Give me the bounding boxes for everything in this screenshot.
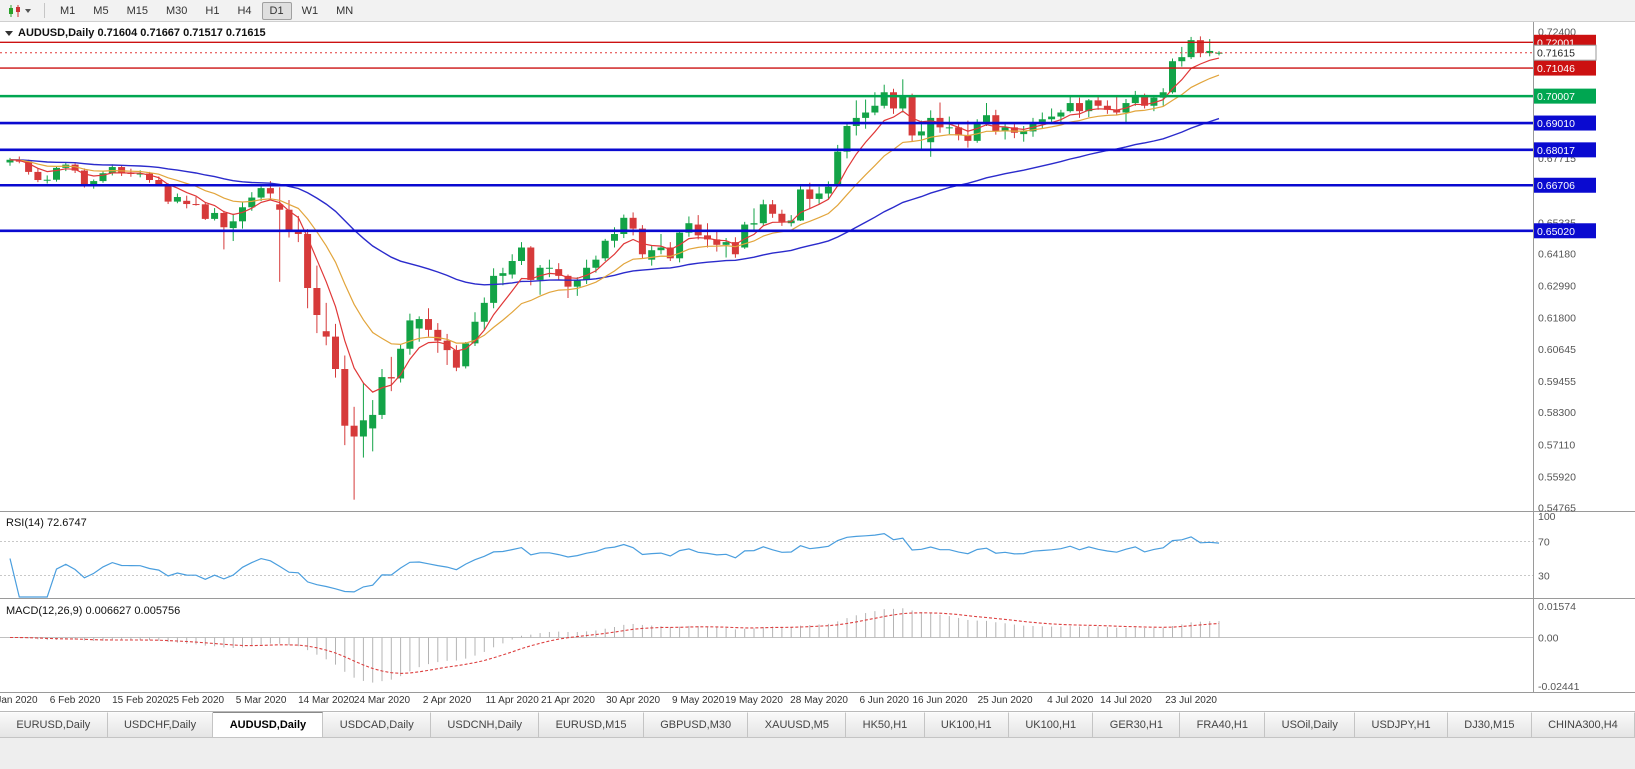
chart-type-selector[interactable]	[4, 3, 34, 19]
timeframe-button-H4[interactable]: H4	[237, 4, 252, 17]
macd-axis-label: -0.02441	[1538, 681, 1580, 693]
date-label: 28 Jan 2020	[0, 695, 38, 706]
chart-title: AUDUSD,Daily 0.71604 0.71667 0.71517 0.7…	[18, 27, 266, 39]
candlestick-series	[6, 36, 1223, 500]
price-axis-label: 0.57110	[1538, 439, 1575, 451]
price-axis-label: 0.54765	[1538, 503, 1576, 515]
rsi-line	[9, 532, 1220, 598]
chart-tab-USOil-Daily[interactable]: USOil,Daily	[1265, 712, 1356, 737]
price-axis-label: 0.64180	[1538, 248, 1576, 260]
timeframe-toolbar: M1 M5 M15 M30 H1 H4 D1 W1 MN	[0, 0, 1635, 22]
ma-mid-line	[9, 74, 1220, 346]
macd-axis-label: 0.01574	[1538, 601, 1576, 613]
price-badge-text: 0.70007	[1537, 91, 1575, 103]
timeframe-buttons: M1 M5 M15 M30 H1 H4 D1 W1 MN	[51, 1, 362, 20]
status-bar	[0, 737, 1635, 769]
rsi-axis-label: 70	[1538, 537, 1550, 549]
macd-label: MACD(12,26,9) 0.006627 0.005756	[6, 605, 180, 617]
date-label: 23 Jul 2020	[1165, 695, 1217, 706]
rsi-label: RSI(14) 72.6747	[6, 517, 87, 529]
chart-tab-AUDUSD-Daily[interactable]: AUDUSD,Daily	[213, 712, 324, 737]
timeframe-button-M15[interactable]: M15	[126, 4, 148, 17]
price-badge-text: 0.65020	[1537, 226, 1575, 238]
ma-slow-line	[10, 117, 1220, 286]
price-badge-text: 0.69010	[1537, 118, 1575, 130]
price-chart[interactable]: 0.724000.689050.677150.653350.641800.629…	[0, 22, 1635, 693]
chart-tab-EURUSD-Daily[interactable]: EURUSD,Daily	[0, 712, 108, 737]
date-label: 15 Feb 2020	[112, 695, 169, 706]
price-badge-0.71615	[1533, 44, 1597, 61]
price-badge-0.71046	[1534, 60, 1596, 76]
timeframe-button-D1[interactable]: D1	[261, 1, 292, 20]
date-label: 25 Feb 2020	[167, 695, 225, 706]
macd-axis-label: 0.00	[1538, 632, 1559, 644]
timeframe-button-M5[interactable]: M5	[93, 4, 109, 17]
price-badge-0.65020	[1534, 223, 1596, 239]
price-badge-text: 0.68017	[1537, 145, 1575, 157]
price-axis-label: 0.59455	[1538, 376, 1576, 388]
timeframe-button-M1[interactable]: M1	[60, 4, 76, 17]
date-label: 2 Apr 2020	[422, 695, 472, 706]
date-label: 19 May 2020	[725, 695, 783, 706]
price-axis-label: 0.55920	[1538, 471, 1576, 483]
price-badge-text: 0.71046	[1537, 63, 1575, 75]
date-label: 6 Feb 2020	[49, 695, 101, 706]
chart-tab-DJ30-M15[interactable]: DJ30,M15	[1447, 712, 1532, 737]
chart-tab-HK50-H1[interactable]: HK50,H1	[846, 712, 925, 737]
date-label: 28 May 2020	[790, 695, 848, 706]
timeframe-button-H1[interactable]: H1	[205, 4, 220, 17]
price-badge-0.69010	[1534, 115, 1596, 131]
price-axis-label: 0.58300	[1538, 407, 1576, 419]
chart-tab-USDCNH-Daily[interactable]: USDCNH,Daily	[431, 712, 540, 737]
price-badge-0.66706	[1534, 177, 1596, 193]
price-badge-text: 0.66706	[1537, 180, 1575, 192]
price-axis-label: 0.60645	[1538, 344, 1576, 356]
date-label: 11 Apr 2020	[485, 695, 539, 706]
date-label: 4 Jul 2020	[1047, 695, 1094, 706]
timeframe-button-W1[interactable]: W1	[301, 4, 319, 17]
date-label: 25 Jun 2020	[977, 695, 1033, 706]
rsi-axis-label: 30	[1538, 571, 1550, 583]
date-label: 9 May 2020	[672, 695, 725, 706]
timeframe-button-MN[interactable]: MN	[336, 4, 354, 17]
chart-tabs: EURUSD,Daily USDCHF,Daily AUDUSD,Daily USDC…	[0, 711, 1635, 737]
chart-tab-GBPUSD-M30[interactable]: GBPUSD,M30	[643, 712, 749, 737]
chart-collapse-icon[interactable]	[5, 31, 13, 36]
chart-tab-UK100-H1[interactable]: UK100,H1	[924, 712, 1010, 737]
date-label: 30 Apr 2020	[606, 695, 661, 706]
chart-tab-XAUUSD-M5[interactable]: XAUUSD,M5	[748, 712, 847, 737]
price-axis-label: 0.61800	[1538, 313, 1576, 325]
chart-tab-USDCHF-Daily[interactable]: USDCHF,Daily	[107, 712, 214, 737]
date-label: 24 Mar 2020	[353, 695, 411, 706]
date-label: 14 Mar 2020	[298, 695, 355, 706]
price-badge-text: 0.71615	[1537, 48, 1575, 60]
macd-histogram	[18, 608, 1220, 683]
chart-tab-EURUSD-M15[interactable]: EURUSD,M15	[539, 712, 644, 737]
price-badge-0.68017	[1534, 142, 1596, 158]
price-axis-label: 0.62990	[1538, 281, 1576, 293]
chevron-down-icon	[25, 8, 31, 13]
date-label: 14 Jul 2020	[1100, 695, 1152, 706]
timeframe-button-M30[interactable]: M30	[165, 4, 188, 17]
ma-fast-line	[9, 57, 1220, 393]
rsi-axis-label: 100	[1538, 511, 1556, 523]
macd-signal-line	[10, 612, 1220, 674]
candlestick-chart-icon	[9, 4, 20, 17]
date-label: 6 Jun 2020	[859, 695, 909, 706]
date-label: 16 Jun 2020	[912, 695, 968, 706]
chart-tab-UK100-H1[interactable]: UK100,H1	[1009, 712, 1094, 737]
chart-tab-USDJPY-H1[interactable]: USDJPY,H1	[1355, 712, 1448, 737]
date-label: 21 Apr 2020	[541, 695, 595, 706]
date-label: 5 Mar 2020	[235, 695, 287, 706]
toolbar-separator	[44, 3, 45, 18]
chart-tab-FRA40-H1[interactable]: FRA40,H1	[1180, 712, 1266, 737]
chart-tab-CHINA300-H4[interactable]: CHINA300,H4	[1531, 712, 1635, 737]
chart-tab-GER30-H1[interactable]: GER30,H1	[1093, 712, 1181, 737]
price-badge-0.70007	[1534, 88, 1596, 104]
chart-tab-USDCAD-Daily[interactable]: USDCAD,Daily	[323, 712, 432, 737]
